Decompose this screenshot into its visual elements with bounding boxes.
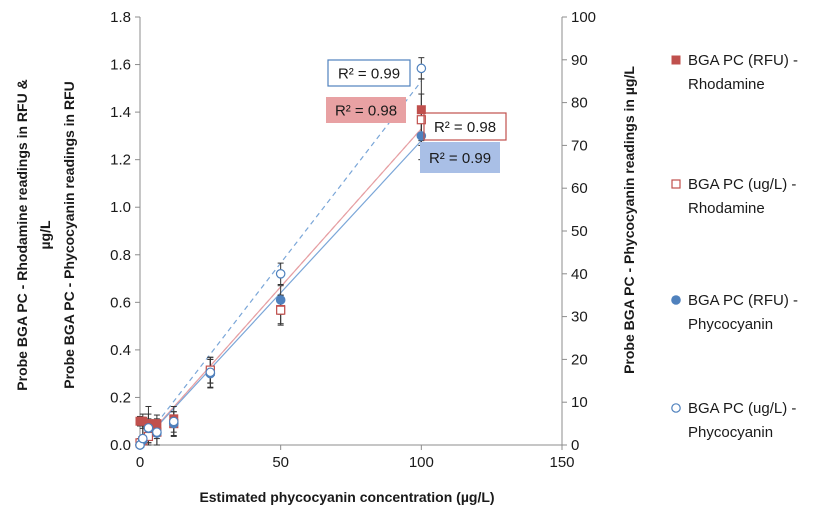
y-left-tick-label: 1.0 [110,199,131,216]
legend-marker-series-2 [671,179,681,189]
y-right-tick-label: 90 [571,52,588,69]
point-series-4 [168,416,179,427]
r2-label: R² = 0.99 [429,150,491,167]
data-points [135,63,427,450]
x-tick-label: 0 [136,454,144,471]
y-left-tick-label: 0.0 [110,437,131,454]
point-series-4 [152,427,162,437]
point-series-3 [416,131,427,141]
point-series-3 [275,295,286,305]
legend-marker-series-3 [671,295,681,305]
x-axis-title: Estimated phycocyanin concentration (µg/… [199,489,494,505]
y-right-tick-label: 20 [571,351,588,368]
legend-label-series-3: BGA PC (RFU) - [688,292,798,309]
legend-label-series-2: BGA PC (ug/L) - [688,176,796,193]
point-series-1 [416,105,426,115]
y-left-tick-label: 1.2 [110,152,131,169]
y-left-tick-label: 0.2 [110,389,131,406]
r2-label: R² = 0.98 [335,103,397,120]
legend-label-series-4: BGA PC (ug/L) - [688,400,796,417]
y-right-tick-label: 100 [571,9,596,26]
x-tick-label: 50 [272,454,289,471]
y-right-tick-label: 30 [571,309,588,326]
y-left-tick-label: 0.6 [110,294,131,311]
point-series-2 [276,305,286,315]
legend-label-series-1: BGA PC (RFU) - [688,52,798,69]
y-left-tick-label: 1.6 [110,57,131,74]
right-axis-title: Probe BGA PC - Phycocyanin readings in µ… [621,66,637,374]
legend: BGA PC (RFU) - Rhodamine BGA PC (ug/L) - Rh… [671,52,798,441]
legend-marker-series-4 [671,403,681,413]
x-tick-label: 100 [409,454,434,471]
x-tick-label: 150 [549,454,574,471]
legend-label-series-2-cont: Rhodamine [688,200,765,217]
y-left-tick-label: 1.8 [110,9,131,26]
legend-label-series-1-cont: Rhodamine [688,76,765,93]
point-series-4 [138,433,148,444]
r2-labels: R² = 0.99 R² = 0.98 R² = 0.98 R² = 0.99 [326,59,507,173]
y-right-tick-label: 40 [571,266,588,283]
left-axis-title-line1: Probe BGA PC - Rhodamine readings in RFU… [14,79,30,390]
y-left-tick-label: 0.8 [110,247,131,264]
y-right-tick-label: 70 [571,137,588,154]
point-series-4 [205,367,216,378]
point-series-4 [143,423,154,433]
y-right-tick-label: 60 [571,180,588,197]
r2-box [423,112,507,141]
y-right-tick-label: 80 [571,95,588,112]
legend-label-series-3-cont: Phycocyanin [688,316,773,333]
point-series-2 [416,115,426,125]
left-axis-title-line1-cont: µg/L [37,220,53,250]
axes: 0 50 100 150 0.0 0.2 0.4 0.6 0.8 1.0 1.2 1.4 1.6 1.8 0… [110,9,596,471]
r2-box [327,59,411,87]
y-left-tick-label: 0.4 [110,342,131,359]
point-series-1 [138,416,148,426]
y-right-tick-label: 10 [571,394,588,411]
legend-label-series-4-cont: Phycocyanin [688,424,773,441]
point-series-4 [416,63,427,74]
point-series-1 [152,419,162,429]
legend-marker-series-1 [671,55,681,65]
r2-box [420,142,500,173]
point-series-4 [275,268,286,279]
y-left-tick-label: 1.4 [110,104,131,121]
r2-label: R² = 0.98 [434,119,496,136]
left-axis-title-line2: Probe BGA PC - Phycocyanin readings in R… [61,81,77,389]
r2-box [326,97,406,123]
y-right-tick-label: 0 [571,437,579,454]
r2-label: R² = 0.99 [338,66,400,83]
y-right-tick-label: 50 [571,223,588,240]
